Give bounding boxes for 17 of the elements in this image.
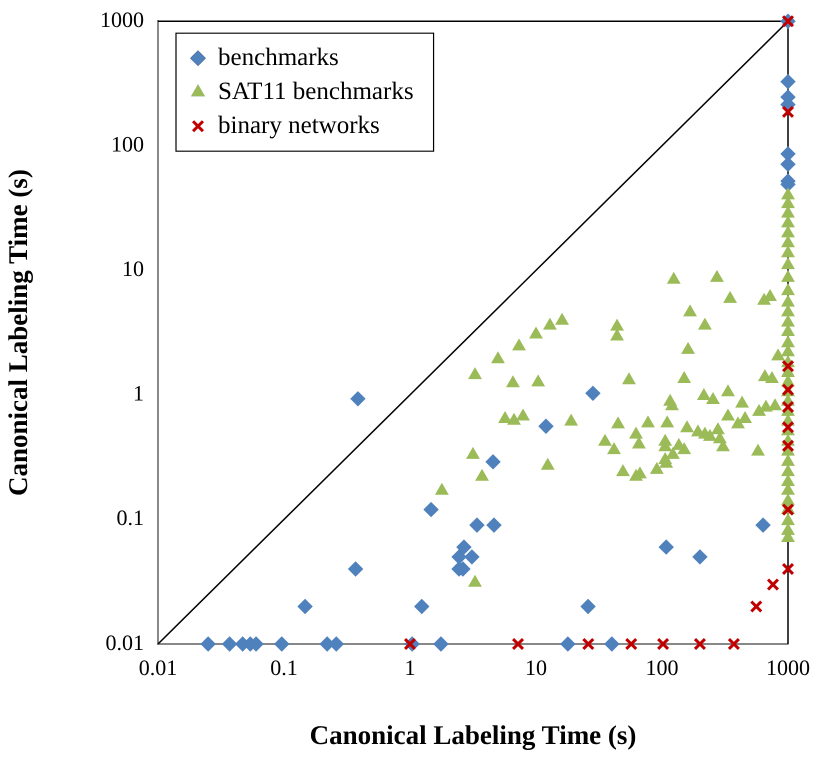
x-tick-label: 1	[404, 654, 416, 680]
x-tick-label: 10	[525, 654, 547, 680]
x-tick-label: 0.1	[270, 654, 298, 680]
y-tick-label: 0.01	[106, 630, 144, 655]
x-tick-label: 1000	[766, 654, 810, 680]
y-tick-label: 10	[122, 256, 144, 282]
legend-label: SAT11 benchmarks	[218, 78, 414, 105]
x-tick-label: 0.01	[138, 654, 178, 680]
y-tick-label: 100	[111, 132, 144, 157]
y-tick-label: 1000	[100, 6, 144, 32]
x-axis-title: Canonical Labeling Time (s)	[310, 720, 636, 750]
legend-label: benchmarks	[218, 44, 339, 71]
y-axis-title: Canonical Labeling Time (s)	[3, 169, 34, 496]
y-tick-label: 0.1	[116, 505, 144, 530]
legend-label: binary networks	[218, 112, 380, 139]
y-tick-label: 1	[133, 380, 144, 406]
x-tick-label: 100	[646, 654, 678, 680]
